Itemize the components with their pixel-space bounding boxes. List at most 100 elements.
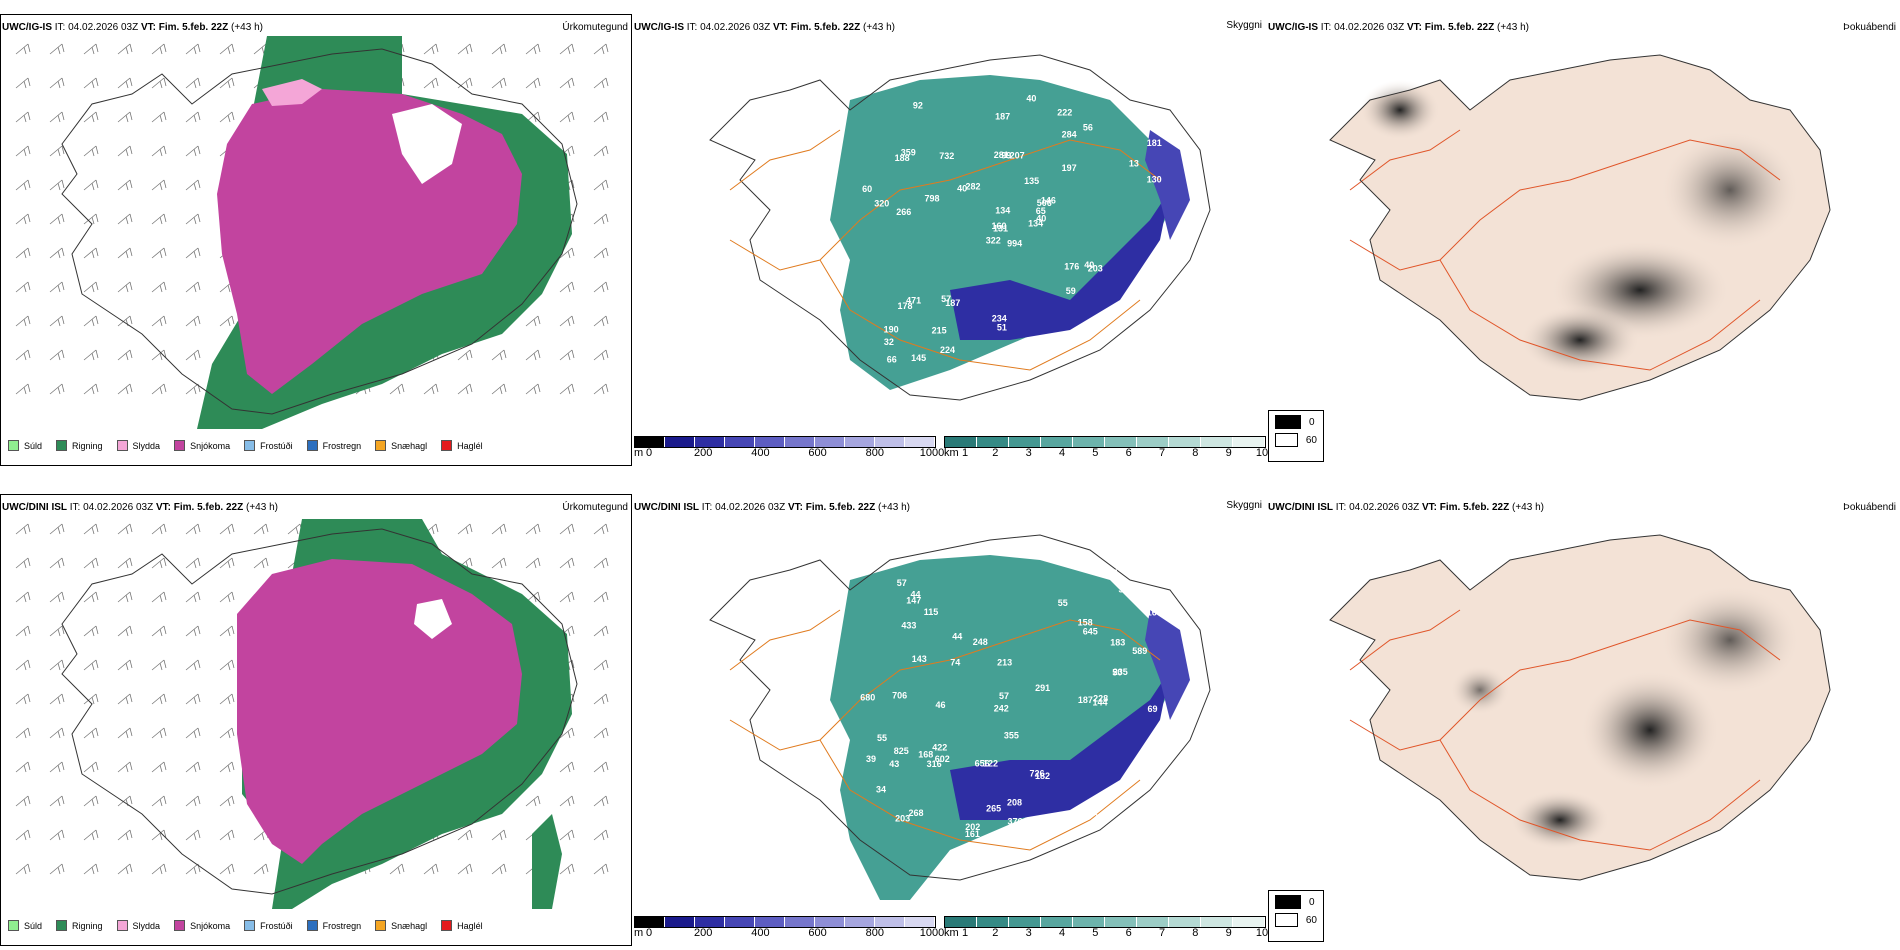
legend-label: Haglél [457,440,483,451]
cloud-base-label: 115 [924,607,939,617]
colorbar-tick-label: 10 [1255,927,1269,939]
legend-swatch [174,920,186,931]
precip-legend: Súld Rigning Slydda Snjókoma Frostúði Fr… [8,920,497,931]
cloud-base-label: 59 [1066,286,1076,296]
wind-barb [593,523,609,535]
colorbar-segment [725,437,755,447]
cloud-base-label: 213 [997,657,1012,667]
wind-barb [185,179,201,191]
cloud-base-label: 39 [866,754,876,764]
visibility-bar [944,436,1266,448]
cloud-base-label: 187 [1078,695,1093,705]
it-value: 04.02.2026 03Z [1349,502,1420,513]
cloud-base-label: 182 [1035,771,1050,781]
wind-barb [49,829,65,841]
fog-patch [1660,585,1800,695]
wind-barb [49,761,65,773]
legend-item: Súld [8,920,42,931]
wind-barb [49,557,65,569]
cloud-base-label: 284 [1062,130,1077,140]
wind-barb [491,863,507,875]
cloud-base-label: 994 [1007,238,1022,248]
wind-barb [457,829,473,841]
colorbar-segment [1105,917,1137,927]
wind-barb [49,315,65,327]
wind-barb [593,145,609,157]
wind-barb [559,523,575,535]
wind-barb [593,43,609,55]
fog-legend: 0 60 [1268,890,1324,942]
low-cloud-area [950,190,1170,340]
fog-legend-label: 0 [1309,416,1315,428]
fog-title: Þokuábendi [1843,22,1896,33]
cloud-base-label: 235 [1113,667,1128,677]
fog-header: UWC/IG-IS IT: 04.02.2026 03Z VT: Fim. 5.… [1268,22,1529,34]
legend-item: Rigning [56,920,103,931]
wind-barb [593,863,609,875]
cloud-base-label: 825 [894,746,909,756]
legend-swatch [8,440,19,451]
wind-barb [151,349,167,361]
fog-legend-swatch [1275,895,1301,909]
legend-swatch [56,440,68,451]
wind-barb [15,659,31,671]
wind-barb [83,829,99,841]
fog-legend-label: 60 [1305,434,1317,446]
wind-barb [83,349,99,361]
legend-swatch [306,440,318,451]
precip-header: UWC/IG-IS IT: 04.02.2026 03Z VT: Fim. 5.… [2,22,263,34]
colorbar-tick-label: 7 [1158,927,1166,939]
legend-item: Snjókoma [174,920,230,931]
cloud-base-label: 359 [901,147,916,157]
wind-barb [593,281,609,293]
wind-barb [219,111,235,123]
cloud-base-label: 145 [911,353,926,363]
model-name: UWC/IG-IS [2,22,52,33]
wind-barb [185,829,201,841]
cloud-base-label: 156 [1142,349,1157,359]
wind-barb [15,247,31,259]
cloud-base-label: 57 [999,691,1009,701]
colorbar-tick-label: 6 [1125,447,1132,459]
vt-value: Fim. 5.feb. 22Z [790,22,861,33]
iceland-coast [61,48,578,415]
colorbar-segment [1041,437,1073,447]
wind-barb [219,523,235,535]
wind-barb [593,111,609,123]
wind-barb [15,43,31,55]
wind-barb [117,693,133,705]
wind-barb [15,213,31,225]
wind-barb [49,625,65,637]
wind-barb [83,43,99,55]
wind-barb [117,761,133,773]
legend-label: Snjókoma [190,440,231,451]
visibility-unit: km [944,447,959,459]
cloud-base-label: 55 [877,733,887,743]
cloud-header: UWC/DINI ISL IT: 04.02.2026 03Z VT: Fim.… [634,502,910,514]
wind-barb [151,43,167,55]
wind-barb [219,693,235,705]
colorbar-segment [1105,437,1137,447]
legend-swatch [441,920,453,931]
colorbar-segment [1137,917,1169,927]
wind-barb [117,557,133,569]
visibility-bar [944,916,1266,928]
colorbar-tick-label: 5 [1092,447,1099,459]
iceland-coast [709,54,1211,401]
cloud-base-label: 187 [995,111,1010,121]
it-value: 04.02.2026 03Z [1334,22,1405,33]
colorbar-segment [945,437,977,447]
colorbar-segment [815,917,845,927]
wind-barb [83,145,99,157]
fog-legend-item: 60 [1275,913,1317,927]
wind-barb [185,693,201,705]
colorbar-segment [1201,917,1233,927]
wind-barb [593,349,609,361]
cloud-base-label: 99 [1001,151,1011,161]
cloud-base-label: 320 [874,198,889,208]
wind-barb [49,727,65,739]
model-name: UWC/DINI ISL [634,502,699,513]
colorbar-segment [1233,437,1265,447]
wind-barb [151,829,167,841]
iceland-coast [709,534,1211,881]
